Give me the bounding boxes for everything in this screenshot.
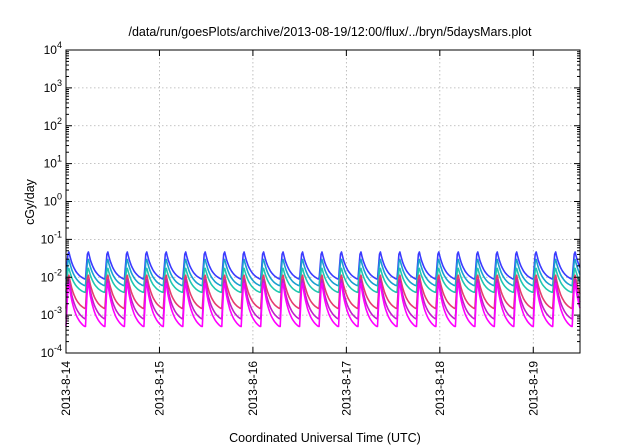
x-tick-label: 2013-8-16	[246, 361, 260, 416]
y-axis-title: cGy/day	[23, 178, 37, 225]
x-tick-labels: 2013-8-14 2013-8-15 2013-8-16 2013-8-17 2013…	[59, 361, 540, 416]
x-tick-label: 2013-8-15	[152, 361, 166, 416]
x-tick-label: 2013-8-19	[526, 361, 540, 416]
x-tick-label: 2013-8-18	[433, 361, 447, 416]
y-tick-label: 100	[44, 192, 62, 209]
y-tick-label: 10-1	[41, 229, 62, 246]
y-tick-label: 10-2	[41, 267, 62, 284]
y-tick-label: 102	[44, 116, 62, 133]
axis-ticks	[65, 49, 580, 354]
series-group	[65, 251, 581, 328]
y-tick-label: 101	[44, 154, 62, 171]
chart-title: /data/run/goesPlots/archive/2013-08-19/1…	[128, 25, 532, 39]
y-tick-label: 103	[44, 78, 62, 95]
x-axis-title: Coordinated Universal Time (UTC)	[229, 431, 421, 445]
y-tick-label: 10-3	[41, 305, 62, 322]
y-tick-label: 10-4	[41, 343, 62, 360]
series-line-6	[65, 282, 581, 328]
y-tick-labels: 10-4 10-3 10-2 10-1 100 101 102 103 104	[41, 40, 62, 360]
y-tick-label: 104	[44, 40, 62, 57]
series-line-3	[65, 267, 581, 294]
x-tick-label: 2013-8-14	[59, 361, 73, 416]
x-tick-label: 2013-8-17	[339, 361, 353, 416]
